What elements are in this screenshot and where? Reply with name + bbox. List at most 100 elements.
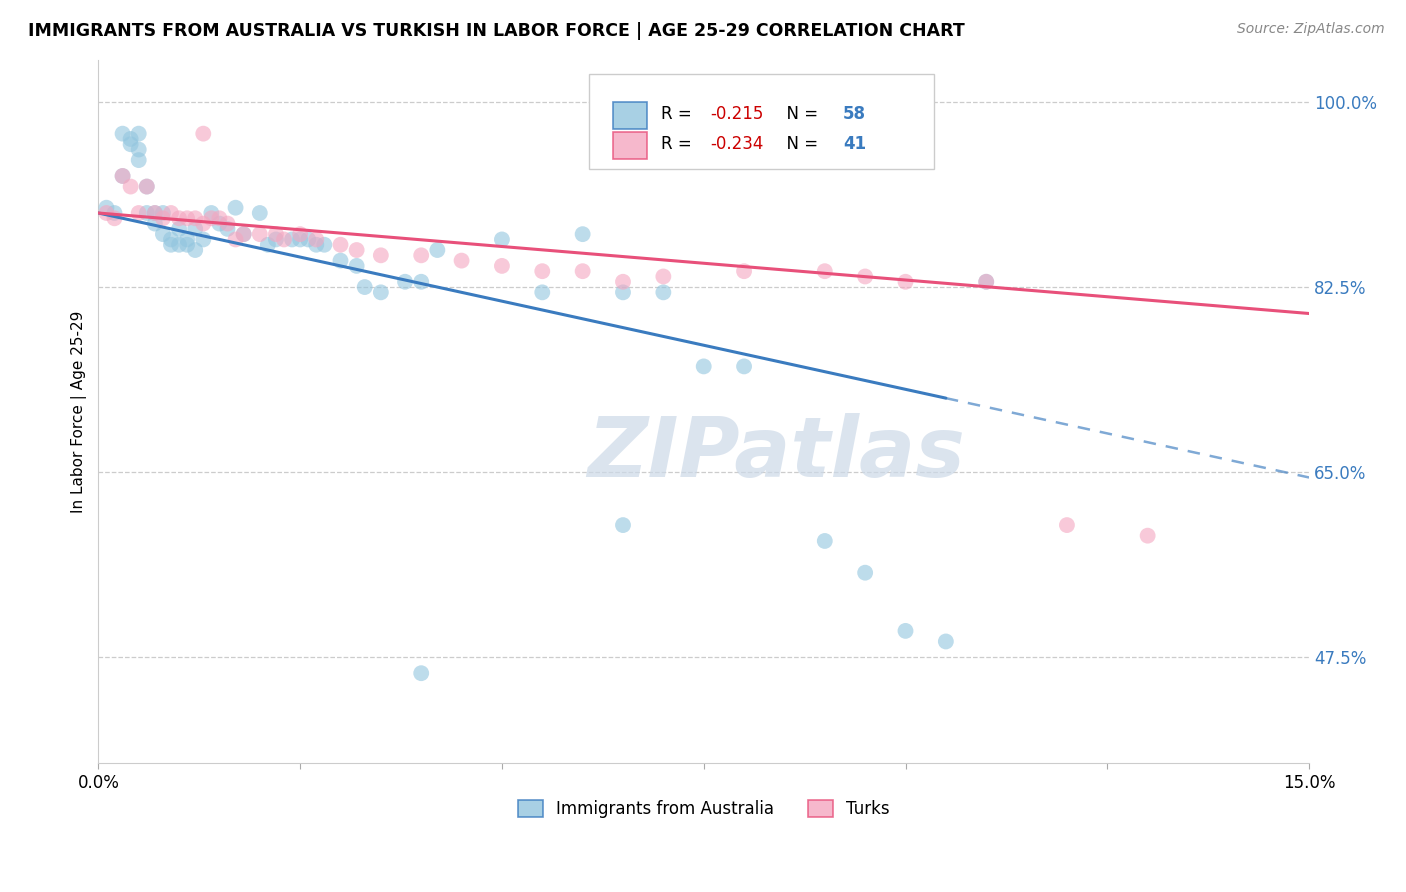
Point (346, 259, 368, 273)
Point (103, 211, 125, 226)
Point (160, 206, 183, 220)
Legend: Immigrants from Australia, Turks: Immigrants from Australia, Turks (512, 794, 896, 825)
Point (612, 275, 634, 289)
Point (305, 232, 328, 246)
Point (135, 206, 157, 220)
Point (1136, 529, 1159, 543)
Point (571, 264, 593, 278)
Text: Source: ZipAtlas.com: Source: ZipAtlas.com (1237, 22, 1385, 37)
Point (411, 248, 433, 262)
Point (264, 227, 287, 242)
Point (225, 232, 247, 246)
Point (103, 206, 125, 220)
Text: IMMIGRANTS FROM AUSTRALIA VS TURKISH IN LABOR FORCE | AGE 25-29 CORRELATION CHAR: IMMIGRANTS FROM AUSTRALIA VS TURKISH IN … (28, 22, 965, 40)
Point (120, 132, 142, 146)
Point (894, 624, 917, 638)
Point (143, 217, 166, 231)
Point (111, 127, 134, 141)
Point (853, 269, 876, 284)
Point (733, 359, 755, 374)
Point (531, 264, 554, 278)
Point (176, 237, 198, 252)
Point (612, 518, 634, 533)
Point (167, 211, 190, 226)
Point (288, 232, 311, 246)
Point (531, 285, 554, 300)
Text: ZIPatlas: ZIPatlas (588, 413, 966, 494)
Point (411, 275, 433, 289)
Bar (613, 102, 647, 128)
Point (208, 211, 231, 226)
Point (167, 237, 190, 252)
Text: 41: 41 (844, 135, 866, 153)
Point (894, 275, 917, 289)
Point (111, 169, 134, 183)
Point (143, 206, 166, 220)
Point (814, 264, 837, 278)
Point (329, 237, 352, 252)
Point (612, 285, 634, 300)
Text: N =: N = (776, 135, 824, 153)
Point (135, 179, 157, 194)
Point (1056, 518, 1078, 533)
Point (200, 206, 222, 220)
Point (273, 232, 295, 246)
Point (128, 143, 150, 157)
Point (491, 232, 513, 246)
Point (370, 285, 392, 300)
Point (571, 227, 593, 242)
Point (96, 201, 118, 215)
Point (853, 566, 876, 580)
Point (160, 237, 183, 252)
Point (184, 211, 207, 226)
Point (208, 217, 231, 231)
Point (184, 243, 207, 257)
Point (329, 253, 352, 268)
Point (143, 206, 166, 220)
Point (450, 253, 472, 268)
Text: R =: R = (661, 135, 697, 153)
Point (257, 237, 280, 252)
Point (652, 269, 675, 284)
Point (96, 206, 118, 220)
Point (128, 153, 150, 167)
Point (411, 666, 433, 681)
Point (249, 206, 271, 220)
Point (225, 201, 247, 215)
Text: -0.215: -0.215 (710, 104, 763, 123)
Point (491, 259, 513, 273)
Text: R =: R = (661, 104, 697, 123)
Text: -0.234: -0.234 (710, 135, 763, 153)
Point (193, 217, 215, 231)
Point (974, 275, 997, 289)
Point (693, 359, 716, 374)
Point (974, 275, 997, 289)
Point (249, 227, 271, 242)
Point (193, 232, 215, 246)
Point (160, 232, 183, 246)
Point (346, 243, 368, 257)
Text: N =: N = (776, 104, 824, 123)
Point (184, 222, 207, 236)
Point (394, 275, 416, 289)
Point (176, 232, 198, 246)
Point (152, 227, 174, 242)
Point (193, 127, 215, 141)
Point (120, 137, 142, 152)
Point (281, 232, 304, 246)
Point (111, 169, 134, 183)
Point (935, 634, 957, 648)
Point (152, 211, 174, 226)
Point (814, 533, 837, 548)
Point (264, 232, 287, 246)
Point (426, 243, 449, 257)
Point (370, 248, 392, 262)
Point (232, 227, 254, 242)
Point (232, 227, 254, 242)
Point (135, 179, 157, 194)
Point (288, 227, 311, 242)
Y-axis label: In Labor Force | Age 25-29: In Labor Force | Age 25-29 (72, 310, 87, 513)
Point (217, 222, 239, 236)
Point (200, 211, 222, 226)
Point (297, 232, 319, 246)
